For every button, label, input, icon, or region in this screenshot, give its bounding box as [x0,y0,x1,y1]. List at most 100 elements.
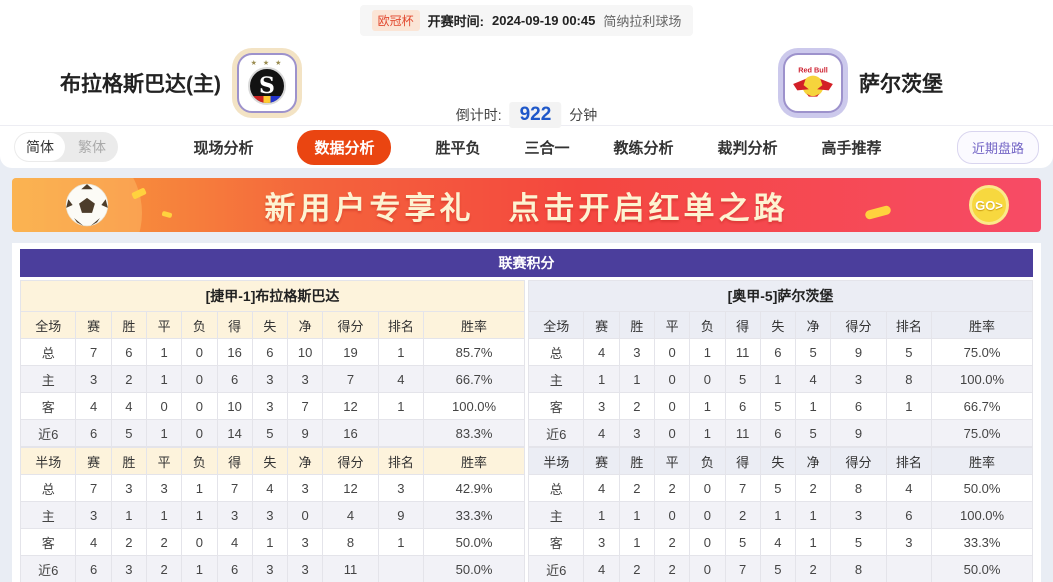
column-header: 排名 [885,447,933,475]
stat-cell: 0 [653,338,691,366]
row-label: 总 [19,338,77,366]
language-toggle[interactable]: 简体 繁体 [14,132,118,162]
stat-cell: 83.3% [423,419,525,447]
stat-cell: 3 [377,474,425,502]
tab-coach-analysis[interactable]: 教练分析 [613,139,674,157]
table-row: 客 4 4 0 0 10 3 7 12 1 100.0% [19,392,525,420]
table-row: 近6 6 5 1 0 14 5 9 16 83.3% [19,419,525,447]
tab-three-in-one[interactable]: 三合一 [524,139,570,157]
stat-cell: 3 [618,338,655,366]
stat-cell: 66.7% [931,392,1033,420]
stat-cell: 3 [830,365,887,393]
stat-cell: 1 [145,338,183,366]
stat-cell: 3 [287,474,324,502]
recent-trends-button[interactable]: 近期盘路 [956,130,1039,164]
stat-cell: 1 [618,501,655,529]
row-label: 主 [19,501,77,529]
stat-cell: 2 [653,555,691,582]
banner-text-right: 点击开启红单之路 [508,190,789,226]
stat-cell: 4 [75,528,112,556]
stat-cell: 5 [885,338,933,366]
stat-cell: 2 [145,528,183,556]
stat-cell: 0 [689,474,726,502]
stat-cell: 2 [145,555,183,582]
kickoff-time: 2024-09-19 00:45 [491,12,596,28]
row-label: 近6 [19,419,77,447]
stat-cell: 3 [75,501,112,529]
tab-data-analysis[interactable]: 数据分析 [297,129,392,165]
stat-cell: 1 [759,365,797,393]
soccer-ball-icon [65,183,109,227]
stat-cell: 7 [322,365,379,393]
stat-cell: 42.9% [423,474,525,502]
league-badge: 欧冠杯 [371,9,420,31]
stat-cell: 2 [653,474,691,502]
stat-cell: 1 [618,528,655,556]
stat-cell: 3 [110,555,147,582]
stat-cell: 8 [830,474,887,502]
table-row: 客 3 2 0 1 6 5 1 6 1 66.7% [527,392,1033,420]
stat-cell: 1 [377,338,425,366]
home-fulltime-table: 全场赛胜平负得失净得分 排名 胜率总 7 6 1 0 16 6 10 19 1 85.7% 主 3 2 1 0 6 3… [19,311,525,447]
redbull-badge-icon: Red Bull [793,65,833,97]
tab-expert-picks[interactable]: 高手推荐 [821,139,882,157]
stat-cell: 3 [618,419,655,447]
stat-cell: 100.0% [423,392,525,420]
column-header: 失 [759,447,797,475]
stat-cell: 1 [689,419,726,447]
stat-cell: 4 [322,501,379,529]
row-label: 客 [19,528,77,556]
stat-cell: 3 [251,555,289,582]
stat-cell: 3 [287,365,324,393]
stat-cell: 3 [583,392,620,420]
stat-cell: 1 [885,392,933,420]
table-row: 主 1 1 0 0 2 1 1 3 6 100.0% [527,501,1033,529]
row-label: 主 [527,501,585,529]
tab-live-analysis[interactable]: 现场分析 [193,139,254,157]
kickoff-label: 开赛时间: [427,13,484,29]
column-header: 得分 [322,311,379,339]
row-label: 近6 [527,555,585,582]
row-label: 总 [527,338,585,366]
go-button[interactable]: GO> [969,185,1009,225]
away-fulltime-table: 全场赛胜平负得失净得分 排名 胜率总 4 3 0 1 11 6 5 9 5 75.0% 主 1 1 0 0 5 1 4 3… [527,311,1033,447]
stat-cell: 0 [653,392,691,420]
column-header: 胜率 [423,311,525,339]
stat-cell: 0 [689,365,726,393]
stat-cell: 1 [377,528,425,556]
tab-referee-analysis[interactable]: 裁判分析 [717,139,778,157]
stat-cell: 4 [377,365,425,393]
stat-cell: 0 [653,419,691,447]
home-table-header: [捷甲-1]布拉格斯巴达 [20,280,525,311]
lang-traditional[interactable]: 繁体 [78,139,106,155]
table-row: 总 4 2 2 0 7 5 2 8 4 50.0% [527,474,1033,502]
stat-cell: 10 [216,392,253,420]
tab-win-draw-lose[interactable]: 胜平负 [435,139,481,157]
stat-cell: 4 [110,392,147,420]
stars-icon: ★ ★ ★ [250,59,284,67]
stat-cell: 50.0% [931,555,1033,582]
stat-cell: 1 [377,392,425,420]
stat-cell: 4 [885,474,933,502]
column-header: 失 [251,311,289,339]
stat-cell: 14 [216,419,253,447]
stat-cell: 0 [653,501,691,529]
promo-banner[interactable]: 新用户专享礼 点击开启红单之路 GO> [12,178,1041,232]
column-header: 胜 [110,447,147,475]
stat-cell: 1 [689,392,726,420]
home-halftime-table: 半场赛胜平负得失净得分 排名 胜率总 7 3 3 1 7 4 3 12 3 42.9% 主 3 1 1 1 3 3 0 4… [19,447,525,582]
stat-cell: 7 [724,474,761,502]
top-header-card: 欧冠杯 开赛时间: 2024-09-19 00:45 简纳拉利球场 布拉格斯巴达… [0,0,1053,168]
lang-simplified[interactable]: 简体 [15,133,65,161]
table-row: 总 7 3 3 1 7 4 3 12 3 42.9% [19,474,525,502]
stat-cell: 66.7% [423,365,525,393]
column-header: 胜率 [423,447,525,475]
column-header: 平 [653,447,691,475]
stat-cell: 0 [181,365,218,393]
table-row: 总 4 3 0 1 11 6 5 9 5 75.0% [527,338,1033,366]
row-label: 近6 [19,555,77,582]
table-row: 客 4 2 2 0 4 1 3 8 1 50.0% [19,528,525,556]
stat-cell: 3 [830,501,887,529]
stat-cell [377,419,425,447]
stat-cell: 5 [759,392,797,420]
